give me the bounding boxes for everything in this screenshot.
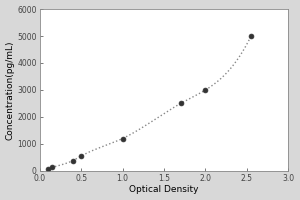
Y-axis label: Concentration(pg/mL): Concentration(pg/mL): [6, 40, 15, 140]
X-axis label: Optical Density: Optical Density: [129, 185, 199, 194]
